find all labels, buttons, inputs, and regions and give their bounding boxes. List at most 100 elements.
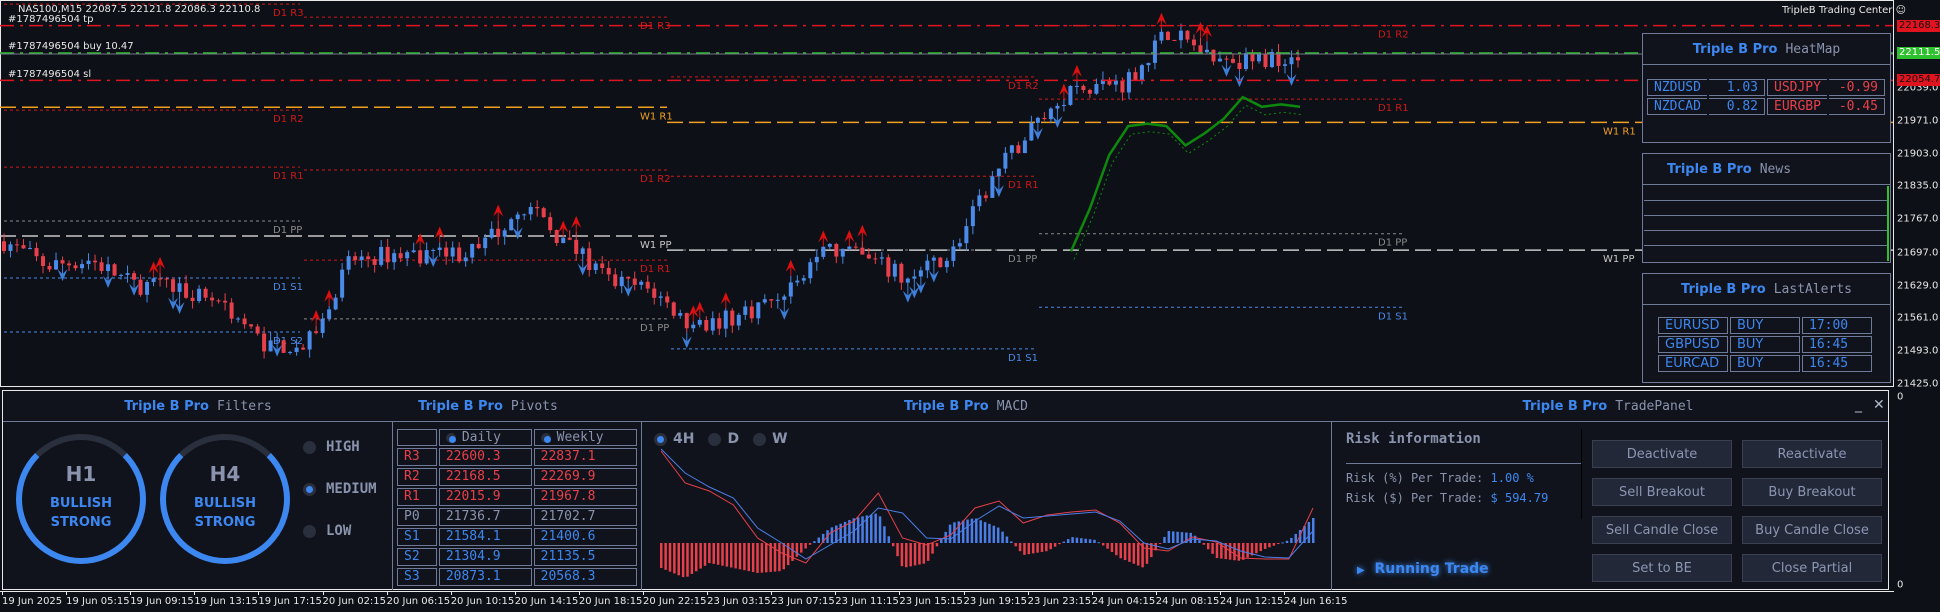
radio-button[interactable]	[303, 440, 316, 454]
pivot-daily: 22015.9	[438, 488, 532, 506]
macd-tf-4h[interactable]: 4H	[654, 431, 694, 447]
news-header[interactable]: Triple B Pro News	[1643, 154, 1890, 185]
candle-body	[15, 244, 20, 246]
candle-body	[1230, 58, 1235, 63]
pivot-row: R1 22015.9 21967.8	[397, 488, 637, 506]
macd-histogram-bar	[1049, 543, 1052, 550]
radio-button[interactable]	[708, 432, 722, 446]
candle-body	[158, 278, 163, 280]
price-axis-label: 21971.0	[1897, 115, 1939, 127]
filter-option-medium[interactable]: MEDIUM	[303, 481, 377, 497]
macd-histogram-bar	[870, 514, 873, 543]
macd-histogram-bar	[699, 543, 702, 569]
news-row[interactable]	[1644, 201, 1887, 216]
macd-histogram-bar	[808, 543, 812, 545]
reactivate-button[interactable]: Reactivate	[1742, 440, 1882, 468]
daily-level-label: D1 S2	[273, 336, 303, 347]
time-axis-label: 20 Jun 18:15	[578, 596, 643, 607]
news-row[interactable]	[1644, 216, 1887, 231]
heatmap-pair[interactable]: EURGBP	[1767, 98, 1827, 115]
pivot-name: R3	[397, 448, 437, 466]
pivot-name: R2	[397, 468, 437, 486]
heatmap-header[interactable]: Triple B Pro HeatMap	[1643, 34, 1890, 65]
macd-histogram-bar	[852, 518, 856, 543]
fractal-down-arrow-icon	[103, 275, 114, 288]
fractal-up-arrow-icon	[558, 220, 569, 233]
candle-body	[983, 195, 988, 198]
heatmap-pair[interactable]: USDJPY	[1767, 79, 1827, 96]
macd-axis-label: 0	[1897, 391, 1904, 403]
news-list[interactable]	[1644, 186, 1889, 261]
price-axis-label: 21493.0	[1897, 345, 1939, 357]
candle-body	[1126, 72, 1131, 93]
close-icon[interactable]: ✕	[1873, 397, 1885, 413]
time-axis-label: 23 Jun 11:15	[835, 596, 899, 607]
time-tick	[1091, 591, 1093, 595]
macd-histogram-bar	[861, 516, 864, 543]
candle-body	[47, 266, 52, 270]
set-to-be-button[interactable]: Set to BE	[1592, 554, 1732, 582]
candle-body	[970, 206, 975, 227]
alert-row[interactable]: EURCAD BUY 16:45	[1658, 355, 1872, 372]
time-axis-label: 20 Jun 22:15	[643, 596, 707, 607]
macd-chart[interactable]	[643, 422, 1329, 590]
macd-tf-w[interactable]: W	[753, 431, 788, 447]
heatmap-pair[interactable]: NZDCAD	[1647, 98, 1707, 115]
minimize-icon[interactable]: _	[1855, 397, 1862, 413]
macd-histogram-bar	[948, 524, 952, 543]
macd-histogram-bar	[1272, 543, 1276, 546]
price-chart[interactable]: D1 R3 D1 R2 D1 R1 D1 PP D1 S1 D1 S2 D1 R3 D1 R2…	[0, 0, 1894, 388]
price-axis-label: 21767.0	[1897, 213, 1939, 225]
sell-breakout-button[interactable]: Sell Breakout	[1592, 478, 1732, 506]
macd-histogram-bar	[913, 543, 917, 566]
risk-usd-value: $ 594.79	[1490, 491, 1549, 505]
radio-button[interactable]	[540, 432, 551, 443]
pivot-weekly: 20568.3	[533, 568, 637, 586]
close-partial-button[interactable]: Close Partial	[1742, 554, 1882, 582]
alert-row[interactable]: EURUSD BUY 17:00	[1658, 317, 1872, 334]
candle-body	[665, 296, 670, 303]
candle-body	[515, 214, 520, 220]
alert-row[interactable]: GBPUSD BUY 16:45	[1658, 336, 1872, 353]
buy-line-label: #1787496504 buy 10.47	[8, 41, 134, 52]
macd-histogram-bar	[992, 525, 996, 543]
radio-button[interactable]	[654, 432, 667, 446]
brand-label: Triple B Pro	[903, 398, 989, 414]
radio-button[interactable]	[303, 524, 316, 538]
trade-lines[interactable]	[0, 24, 1893, 82]
daily-level-label: D1 R1	[1008, 180, 1039, 191]
pivot-column-daily[interactable]: Daily	[438, 429, 532, 446]
alerts-header[interactable]: Triple B Pro LastAlerts	[1643, 274, 1890, 305]
macd-histogram-bar	[1224, 543, 1227, 560]
time-axis-label: 23 Jun 03:15	[707, 596, 771, 607]
macd-histogram-bar	[1027, 543, 1031, 555]
radio-button[interactable]	[303, 482, 316, 496]
pivot-column-weekly[interactable]: Weekly	[533, 429, 637, 446]
buy-breakout-button[interactable]: Buy Breakout	[1742, 478, 1882, 506]
news-row[interactable]	[1644, 186, 1887, 201]
candle-body	[710, 318, 715, 331]
daily-level-label: D1 R1	[640, 264, 671, 275]
buy-candle-close-button[interactable]: Buy Candle Close	[1742, 516, 1882, 544]
candle-body	[1022, 140, 1027, 154]
option-label: MEDIUM	[326, 481, 377, 497]
filter-option-high[interactable]: HIGH	[303, 439, 360, 455]
candle-body	[1165, 31, 1170, 40]
time-axis-label: 23 Jun 23:15	[1027, 596, 1092, 607]
heatmap-table: NZDUSD 1.03 USDJPY -0.99 NZDCAD 0.82 EURGBP -0.…	[1645, 77, 1887, 117]
risk-pct-label: Risk (%) Per Trade:	[1346, 471, 1484, 485]
macd-tf-d[interactable]: D	[708, 431, 739, 447]
radio-button[interactable]	[445, 432, 456, 443]
gauge-strength: STRONG	[194, 515, 256, 530]
candle-body	[314, 331, 319, 333]
deactivate-button[interactable]: Deactivate	[1592, 440, 1732, 468]
filter-option-low[interactable]: LOW	[303, 523, 351, 539]
time-tick	[450, 591, 452, 595]
running-trade-toggle[interactable]: ▶ Running Trade	[1357, 561, 1489, 577]
sell-candle-close-button[interactable]: Sell Candle Close	[1592, 516, 1732, 544]
news-row[interactable]	[1644, 231, 1887, 246]
candle-body	[671, 302, 676, 316]
radio-button[interactable]	[753, 432, 767, 446]
macd-histogram-bar	[1312, 518, 1315, 543]
heatmap-pair[interactable]: NZDUSD	[1647, 79, 1707, 96]
